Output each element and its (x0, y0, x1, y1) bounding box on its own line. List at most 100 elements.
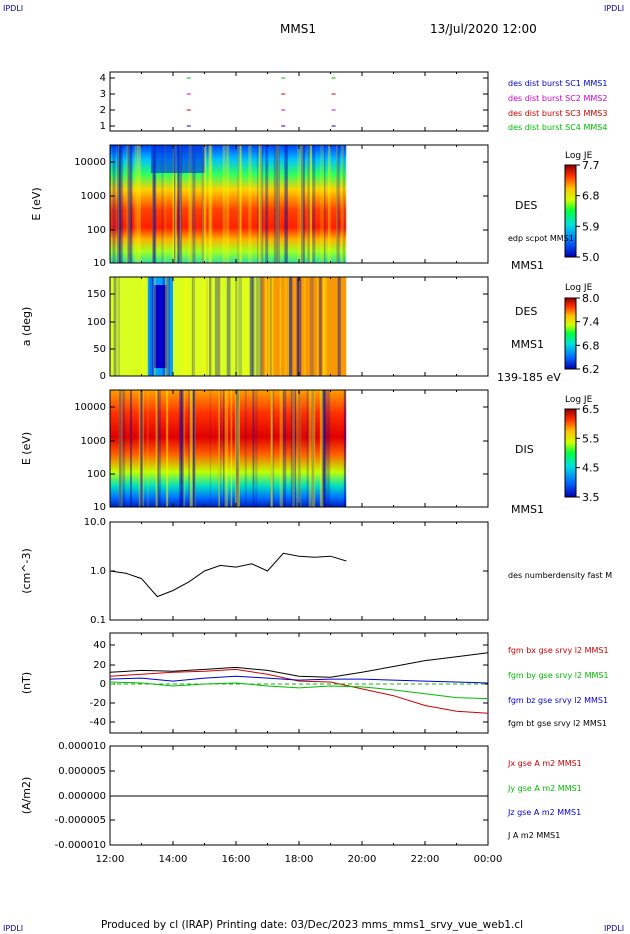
panel4-stripe (179, 390, 183, 507)
panel6-tick-label: 40 (93, 640, 106, 651)
corner-mark-tl: IPDLI (3, 4, 24, 13)
panel3-colorbar-tick-label: 7.4 (582, 316, 600, 329)
panel2-stripe (274, 145, 278, 263)
panel4-tick-label: 10 (93, 502, 106, 513)
panel3-stripe (288, 277, 292, 376)
panel4-stripe (343, 390, 346, 507)
panel3-stripe (324, 277, 328, 376)
panel2-stripe (237, 145, 241, 263)
panel4-stripe (255, 390, 258, 507)
panel2-stripe (256, 145, 259, 263)
panel2-stripe (117, 145, 122, 263)
panel3-stripe (113, 277, 117, 376)
panel4-stripe (156, 390, 158, 507)
panel5-ylabel: (cm^-3) (20, 548, 33, 594)
panel2-spectrogram (110, 145, 347, 263)
p6-label-bz: fgm bz gse srvy l2 MMS1 (508, 696, 609, 705)
p2-name: DES (515, 199, 538, 212)
panel4-spectrogram (110, 390, 347, 507)
panel2-stripe (190, 145, 195, 263)
panel2-stripe (203, 145, 206, 263)
panel4-ylabel: E (eV) (20, 432, 33, 465)
panel3-colorbar (564, 297, 577, 370)
panel2-colorbar (564, 164, 577, 258)
panel3-stripe (166, 277, 170, 376)
panel4-stripe (142, 390, 144, 507)
panel2-stripe (248, 145, 252, 263)
panel2-tick-label: 10 (93, 258, 106, 269)
panel4-stripe (188, 390, 191, 507)
panel2-stripe (202, 145, 204, 263)
panel2-stripe (307, 145, 310, 263)
panel2-stripe (260, 145, 264, 263)
panel4-tick-label: 10000 (74, 402, 106, 413)
panel2-stripe (312, 145, 316, 263)
panel2-stripe (152, 145, 156, 263)
panel3-tick-label: 150 (87, 289, 106, 300)
x-tick-label: 16:00 (222, 854, 251, 865)
panel4-stripe (311, 390, 316, 507)
x-tick-label: 12:00 (96, 854, 125, 865)
panel3-tick-label: 0 (100, 371, 106, 382)
panel1-tick-label: 4 (100, 73, 106, 84)
panel4-stripe (166, 390, 169, 507)
panel3-stripe (249, 277, 254, 376)
panel3-stripe (192, 277, 195, 376)
panel2-colorbar-tick-label: 6.8 (582, 190, 600, 203)
panel4-stripe (194, 390, 196, 507)
panel3-stripe (289, 277, 293, 376)
panel1-tick-label: 1 (100, 121, 106, 132)
panel2-stripe (188, 145, 193, 263)
panel3-stripe (218, 277, 221, 376)
p3-sc: MMS1 (511, 338, 544, 351)
panel4-stripe (130, 390, 132, 507)
panel2-stripe (152, 145, 156, 263)
p5-label: des numberdensity fast M (508, 571, 613, 580)
panel3-stripe (244, 277, 248, 376)
panel3-stripe (323, 277, 325, 376)
panel2-stripe (117, 145, 119, 263)
panel2-stripe (153, 145, 157, 263)
panel2-stripe (299, 145, 304, 263)
panel2-stripe (336, 145, 340, 263)
panel4-stripe (327, 390, 331, 507)
panel4-stripe (282, 390, 287, 507)
panel6-tick-label: 0 (100, 679, 106, 690)
panel3-stripe (141, 277, 145, 376)
p4-sc: MMS1 (511, 503, 544, 516)
p7-label-jz: Jz gse A m2 MMS1 (508, 808, 582, 817)
panel2-tick-label: 10000 (74, 157, 106, 168)
panel4-tick-label: 1000 (81, 436, 106, 447)
panel4-colorbar-tick-label: 6.5 (582, 403, 600, 416)
corner-mark-br: IPDLI (604, 924, 625, 933)
corner-mark-tr: IPDLI (604, 4, 625, 13)
panel3-stripe (113, 277, 117, 376)
panel5-tick-label: 1.0 (90, 566, 106, 577)
panel4-stripe (191, 390, 195, 507)
panel2-stripe (174, 145, 176, 263)
bfield-series-2 (109, 675, 489, 684)
footer-text: Produced by cl (IRAP) Printing date: 03/… (101, 919, 524, 931)
panel2-stripe (259, 145, 262, 263)
panel7-ylabel: (A/m2) (20, 777, 33, 815)
panel2-stripe (164, 145, 167, 263)
panel2-stripe (258, 145, 260, 263)
x-tick-label: 00:00 (474, 854, 503, 865)
panel4-stripe (235, 390, 239, 507)
panel4-stripe (159, 390, 161, 507)
panel3-stripe (226, 277, 231, 376)
panel2-stripe (310, 145, 313, 263)
panel2-stripe (172, 145, 177, 263)
corner-mark-bl: IPDLI (3, 924, 24, 933)
panel3-stripe (202, 277, 207, 376)
p4-cb-title: Log JE (565, 395, 593, 405)
panel4-stripe (218, 390, 220, 507)
p1-label-sc1: des dist burst SC1 MMS1 (508, 79, 608, 88)
panel4-stripe (321, 390, 325, 507)
panel4-colorbar-tick-label: 5.5 (582, 432, 600, 445)
panel2-stripe (208, 145, 213, 263)
panel2-stripe (179, 145, 182, 263)
panel1-frame (109, 71, 489, 132)
panel6-tick-label: 20 (93, 660, 106, 671)
